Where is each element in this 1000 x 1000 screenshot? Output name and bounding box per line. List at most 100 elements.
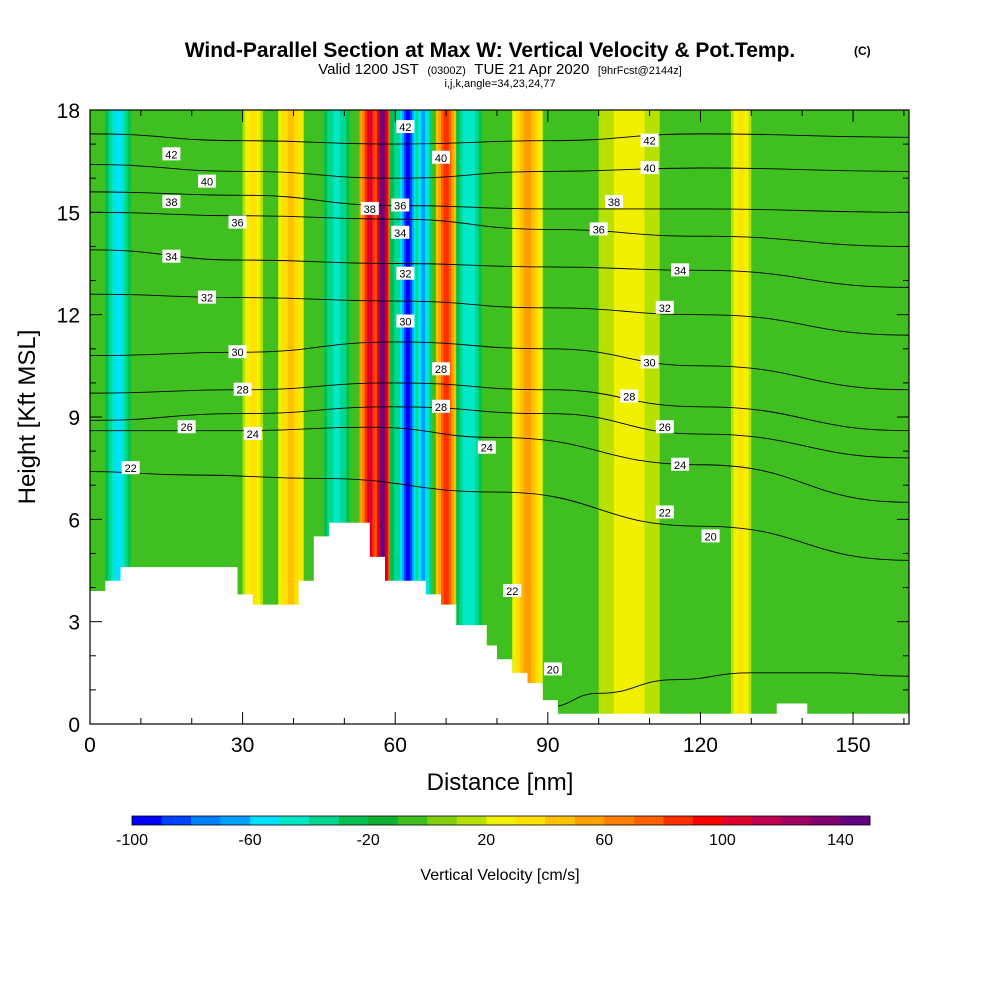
contour-label-text: 36 [394,201,406,213]
colorbar-swatch [545,816,576,825]
chart-subtitle: Valid 1200 JST (0300Z) TUE 21 Apr 2020 [… [318,61,682,78]
colorbar-swatch [456,816,487,825]
contour-label: 34 [671,263,690,277]
colorbar: -100 -60 -20 20 60 100 140 [116,815,871,849]
y-tick-label: 12 [57,305,80,328]
chart-title: Wind-Parallel Section at Max W: Vertical… [185,39,796,62]
contour-label-text: 28 [236,385,248,397]
velocity-column [738,110,744,724]
contour-label-text: 32 [659,303,671,315]
chart-title-mark: (C) [854,44,871,58]
velocity-column [333,110,340,724]
contour-label: 34 [391,225,410,240]
x-tick-label: 120 [683,734,718,757]
colorbar-swatch [574,816,605,825]
colorbar-tick-label: 140 [827,832,854,849]
contour-label: 24 [243,427,262,441]
colorbar-swatch [840,816,871,825]
contour-label: 28 [620,389,639,404]
subtitle-fcst: [9hrFcst@2144z] [598,65,682,77]
contour-label: 36 [589,222,608,236]
contour-label-text: 42 [165,149,177,161]
contour-label-text: 26 [659,422,671,434]
contour-label-text: 36 [231,218,243,230]
velocity-column [114,110,122,724]
contour-label: 28 [432,399,450,414]
contour-label: 22 [655,505,674,520]
chart-indices: i,j,k,angle=34,23,24,77 [444,78,555,90]
theta-contour-line [547,672,909,708]
colorbar-frame [131,815,871,826]
contour-label-text: 38 [364,204,376,216]
colorbar-label: Vertical Velocity [cm/s] [420,867,579,884]
colorbar-swatch [810,816,841,825]
theta-contour-line [90,133,909,145]
contour-label: 28 [233,382,252,397]
velocity-column [421,110,426,724]
contour-label-text: 40 [643,163,655,175]
theta-contour-line [90,471,909,561]
theta-contour-line [90,249,909,288]
contour-label-text: 32 [399,269,411,281]
contour-label: 24 [671,457,690,472]
contour-label-text: 24 [481,443,493,455]
x-tick-label: 90 [536,734,559,757]
colorbar-swatch [397,816,428,825]
contour-label-text: 42 [643,136,655,148]
velocity-column [380,110,385,724]
velocity-column [621,110,637,724]
colorbar-swatch [191,816,222,825]
contour-label-text: 24 [674,460,686,472]
colorbar-tick-label: 20 [477,832,495,849]
contour-label: 28 [432,362,450,376]
contour-label-text: 32 [201,293,213,305]
contour-label-text: 38 [608,197,620,209]
theta-contour-line [90,191,909,213]
contour-label-text: 34 [394,228,406,240]
contour-label-text: 30 [643,357,655,369]
contour-label: 40 [198,174,216,189]
y-tick-label: 3 [68,612,80,635]
colorbar-swatch [338,816,369,825]
contour-label-text: 36 [593,224,605,236]
contour-label-text: 40 [201,177,213,189]
velocity-column [287,110,295,724]
contour-label-text: 38 [165,197,177,209]
contour-label: 24 [477,440,496,455]
colorbar-swatch [427,816,458,825]
contour-label: 20 [701,529,720,543]
colorbar-tick-label: 60 [595,832,613,849]
colorbar-swatch [250,816,281,825]
theta-contour-line [90,211,909,247]
contour-label: 32 [396,266,415,281]
colorbar-tick-label: -100 [116,832,148,849]
x-tick-label: 60 [384,734,407,757]
velocity-column [465,110,473,724]
contour-label: 32 [198,290,216,305]
theta-contours [90,133,909,708]
y-tick-label: 6 [68,509,80,532]
colorbar-tick-label: -60 [239,832,262,849]
chart-title-group: Wind-Parallel Section at Max W: Vertical… [185,39,871,90]
colorbar-swatch [161,816,192,825]
velocity-column [523,110,532,724]
plot-area: 42 40 38 36 34 32 30 28 26 24 22 42 40 38 36 34 32 30 28 28… [90,110,909,724]
velocity-column [367,110,373,724]
contour-label-text: 20 [547,664,559,676]
contour-label: 30 [396,314,415,328]
contour-label-text: 28 [623,392,635,404]
velocity-column [443,110,449,724]
colorbar-swatch [515,816,546,825]
colorbar-swatch [633,816,664,825]
contour-label: 22 [121,461,140,475]
x-axis: 0 30 60 90 120 150 [84,110,905,757]
colorbar-swatch [692,816,723,825]
contour-label: 30 [640,355,659,369]
contour-label: 26 [177,420,196,434]
contour-label: 26 [655,420,674,434]
contour-label-text: 40 [435,153,447,165]
subtitle-utc: (0300Z) [427,65,466,77]
colorbar-swatch [220,816,251,825]
velocity-column [406,110,410,724]
